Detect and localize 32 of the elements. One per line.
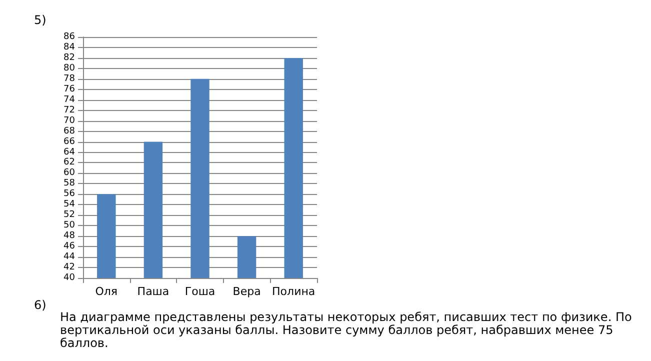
y-tick-label: 42 (64, 262, 75, 273)
y-tick-label: 64 (64, 147, 76, 158)
text: На диаграмме представлены результаты некоторых ребят, писавших тест по физике. По вертикальной оси указаны баллы. Назовите сумму баллов ребят, набравших менее 75 баллов. (60, 310, 633, 350)
text: 6) (34, 298, 46, 312)
y-tick-label: 46 (64, 242, 76, 252)
y-tick-label: 56 (64, 189, 76, 200)
y-tick-label: 52 (64, 210, 75, 220)
x-tick-label: Полина (272, 285, 316, 298)
x-tick-label: Вера (232, 285, 261, 298)
x-tick-label: Паша (137, 285, 170, 298)
y-tick-label: 74 (64, 94, 76, 105)
y-tick-label: 44 (64, 252, 76, 262)
y-tick-label: 62 (64, 158, 75, 168)
y-tick-label: 80 (64, 63, 76, 74)
y-tick-label: 66 (64, 136, 76, 147)
y-tick-label: 86 (64, 32, 76, 42)
x-tick-label: Оля (95, 285, 118, 298)
y-tick-label: 54 (64, 200, 76, 210)
y-tick-label: 78 (64, 74, 76, 84)
y-tick-label: 40 (64, 273, 76, 283)
y-tick-label: 84 (64, 42, 76, 52)
y-tick-label: 58 (64, 178, 76, 189)
y-tick-label: 72 (64, 105, 75, 116)
y-tick-label: 70 (64, 116, 76, 126)
y-tick-label: 48 (64, 231, 76, 242)
y-tick-label: 82 (64, 52, 75, 63)
x-tick-label: Гоша (184, 285, 216, 298)
y-tick-label: 68 (64, 126, 76, 136)
text: 5) (34, 13, 46, 27)
y-tick-label: 60 (64, 168, 76, 178)
y-tick-label: 76 (64, 84, 76, 94)
y-tick-label: 50 (64, 220, 76, 231)
